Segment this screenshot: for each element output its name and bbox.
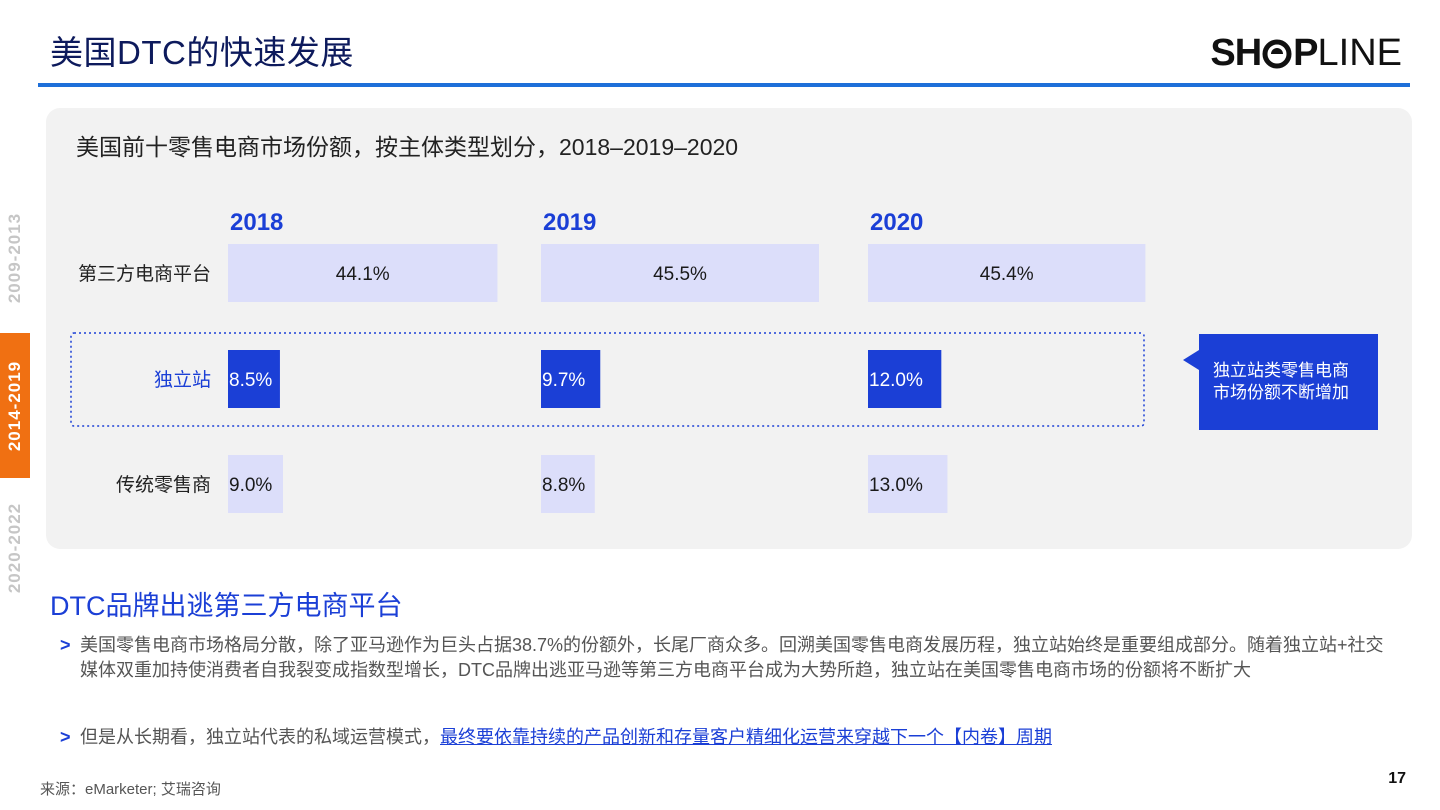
bullet-point-1: > 美国零售电商市场格局分散，除了亚马逊作为巨头占据38.7%的份额外，长尾厂商… [60, 633, 1390, 683]
year-header-2019: 2019 [543, 209, 596, 236]
data-label: 13.0% [869, 475, 923, 496]
year-header-2020: 2020 [870, 209, 923, 236]
year-header-2018: 2018 [230, 209, 283, 236]
row-label: 独立站 [154, 369, 211, 391]
data-label: 8.8% [542, 475, 585, 496]
bar-0-2 [868, 244, 1146, 302]
bullet-arrow-icon: > [60, 635, 71, 655]
bar-0-0 [228, 244, 498, 302]
chart-title: 美国前十零售电商市场份额，按主体类型划分，2018–2019–2020 [76, 134, 739, 160]
callout-text: 独立站类零售电商市场份额不断增加 [1213, 361, 1349, 402]
data-label: 9.7% [542, 370, 585, 391]
logo-text-prefix: SH [1210, 32, 1262, 74]
header-divider [38, 83, 1410, 87]
source-note: 来源：eMarketer; 艾瑞咨询 [40, 781, 221, 798]
bullet-arrow-icon: > [60, 727, 71, 747]
bullet-highlight-link[interactable]: 最终要依靠持续的产品创新和存量客户精细化运营来穿越下一个【内卷】周期 [440, 727, 1052, 747]
growth-callout: 独立站类零售电商市场份额不断增加 [1183, 334, 1378, 430]
data-label: 8.5% [229, 370, 272, 391]
data-label: 44.1% [336, 264, 390, 285]
data-label: 45.4% [980, 264, 1034, 285]
logo-text-suffix: LINE [1317, 32, 1402, 74]
data-label: 9.0% [229, 475, 272, 496]
bullet-text: 但是从长期看，独立站代表的私域运营模式， [80, 727, 440, 747]
bar-2-0 [228, 455, 283, 513]
timeline-tab-2014-2019[interactable]: 2014-2019 [0, 333, 30, 478]
data-label: 12.0% [869, 370, 923, 391]
bar-1-2 [868, 350, 942, 408]
section-title: DTC品牌出逃第三方电商平台 [50, 591, 403, 621]
row-label: 传统零售商 [116, 474, 211, 496]
highlight-frame [70, 332, 1145, 427]
data-label: 45.5% [653, 264, 707, 285]
bullet-text: 美国零售电商市场格局分散，除了亚马逊作为巨头占据38.7%的份额外，长尾厂商众多… [80, 635, 1384, 680]
bar-2-2 [868, 455, 948, 513]
logo-o-icon [1262, 39, 1292, 68]
bar-0-1 [541, 244, 819, 302]
logo-text-mid: P [1293, 32, 1318, 74]
shopline-logo: SH P LINE [1210, 32, 1402, 75]
page-number: 17 [1388, 770, 1406, 787]
bar-1-0 [228, 350, 280, 408]
page-title: 美国DTC的快速发展 [50, 34, 354, 71]
bar-1-1 [541, 350, 601, 408]
bar-2-1 [541, 455, 595, 513]
row-label: 第三方电商平台 [78, 263, 211, 285]
bullet-point-2: > 但是从长期看，独立站代表的私域运营模式，最终要依靠持续的产品创新和存量客户精… [60, 725, 1390, 750]
